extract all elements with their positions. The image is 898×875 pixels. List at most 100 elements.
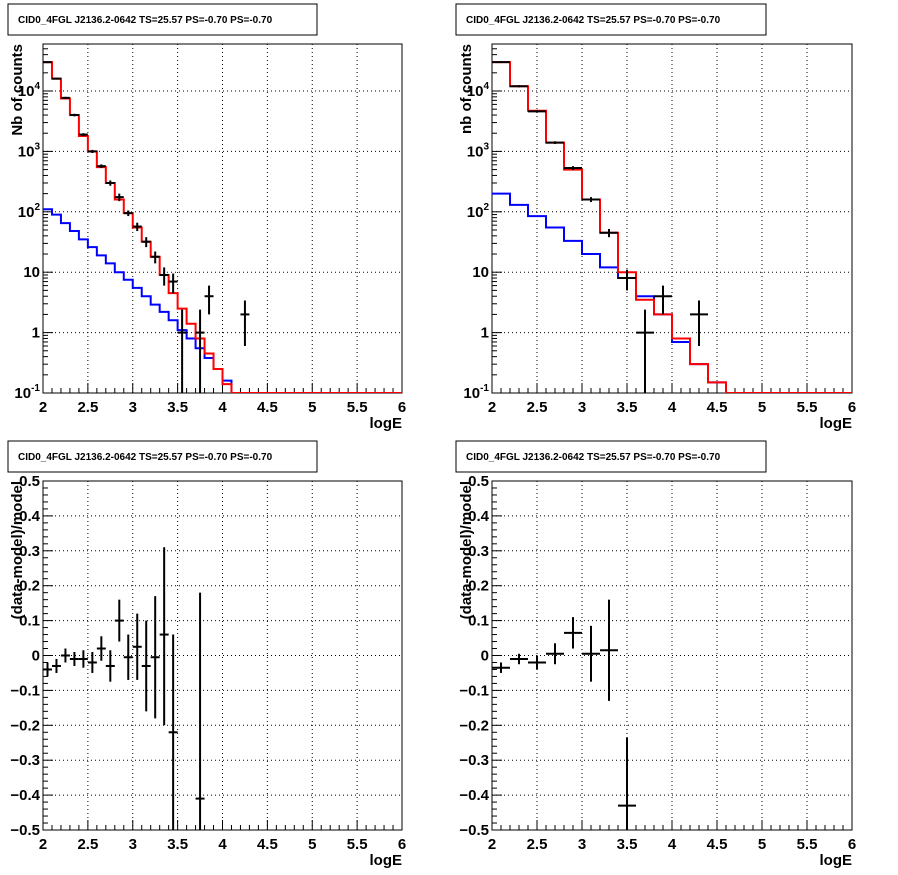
data-point — [150, 596, 160, 719]
x-tick-label: 2.5 — [77, 836, 98, 853]
x-tick-label: 6 — [848, 399, 856, 416]
x-tick-label: 4 — [668, 836, 677, 853]
y-tick-label: 0.5 — [468, 473, 489, 490]
y-tick-label: 10-1 — [14, 383, 40, 402]
x-axis-label: logE — [820, 415, 853, 432]
data-point — [204, 285, 214, 315]
data-point — [636, 309, 654, 393]
data-point — [510, 653, 528, 665]
y-tick-label: −0.5 — [10, 822, 40, 839]
x-tick-label: 6 — [398, 399, 406, 416]
y-tick-label: 104 — [18, 81, 41, 100]
y-tick-label: 1 — [481, 325, 489, 342]
y-tick-label: −0.1 — [10, 682, 40, 699]
data-point — [51, 77, 61, 80]
x-tick-label: 3 — [129, 836, 137, 853]
data-point — [600, 228, 618, 238]
data-point — [528, 655, 546, 670]
y-tick-label: 0.5 — [19, 473, 40, 490]
data-point — [141, 620, 151, 712]
plot-area — [43, 547, 205, 830]
y-tick-label: 0.4 — [468, 508, 490, 525]
chart-title-box — [7, 440, 318, 473]
y-tick-label: −0.3 — [459, 752, 489, 769]
data-point — [492, 662, 510, 673]
x-tick-label: 6 — [848, 836, 856, 853]
y-tick-label: −0.4 — [10, 787, 40, 804]
x-tick-label: 5 — [758, 399, 766, 416]
data-point — [564, 166, 582, 171]
data-point — [150, 251, 160, 264]
data-point — [60, 648, 70, 663]
chart-panel-3: CID0_4FGL J2136.2-0642 TS=25.57 PS=-0.70… — [7, 440, 406, 869]
y-tick-label: −0.2 — [459, 717, 489, 734]
x-tick-label: 3 — [129, 399, 137, 416]
data-point — [168, 634, 178, 830]
chart-title: CID0_4FGL J2136.2-0642 TS=25.57 PS=-0.70… — [466, 452, 721, 463]
data-point — [105, 650, 115, 682]
x-tick-label: 5 — [308, 399, 316, 416]
data-point — [51, 658, 61, 673]
data-point — [123, 210, 133, 217]
data-point — [690, 300, 708, 346]
x-tick-label: 4.5 — [257, 399, 278, 416]
x-tick-label: 4 — [218, 836, 227, 853]
x-tick-label: 3.5 — [617, 836, 638, 853]
chart-title-box — [7, 3, 318, 36]
x-tick-label: 2.5 — [527, 399, 548, 416]
data-point — [546, 643, 564, 665]
y-axis-label: nb of counts — [458, 44, 475, 134]
data-point — [168, 273, 178, 294]
y-tick-label: 0.3 — [468, 543, 489, 560]
x-tick-label: 3 — [578, 399, 586, 416]
y-tick-label: 104 — [467, 81, 490, 100]
y-tick-label: −0.5 — [459, 822, 489, 839]
x-tick-label: 4.5 — [707, 399, 728, 416]
y-tick-label: 0.2 — [19, 578, 40, 595]
y-tick-label: −0.1 — [459, 682, 489, 699]
data-point — [69, 113, 79, 117]
data-point — [114, 599, 124, 642]
y-tick-label: 103 — [467, 141, 490, 160]
x-tick-label: 5.5 — [797, 836, 818, 853]
y-tick-label: 0.1 — [468, 613, 489, 630]
x-tick-label: 6 — [398, 836, 406, 853]
y-tick-label: 10 — [23, 264, 40, 281]
data-point — [132, 613, 142, 680]
data-point — [240, 300, 250, 346]
x-tick-label: 2 — [488, 399, 496, 416]
plot-area — [492, 61, 852, 393]
data-point — [492, 61, 510, 64]
y-tick-label: 0.4 — [19, 508, 41, 525]
y-axis-label: (data-model)/model — [458, 481, 475, 619]
chart-panel-2: CID0_4FGL J2136.2-0642 TS=25.57 PS=-0.70… — [455, 3, 856, 432]
y-tick-label: 102 — [467, 202, 490, 221]
y-axis-label: (data-model)/model — [9, 481, 26, 619]
total-model-histogram — [492, 61, 852, 393]
y-tick-label: 102 — [18, 202, 41, 221]
data-point — [546, 141, 564, 144]
x-axis-label: logE — [820, 852, 853, 869]
chart-title: CID0_4FGL J2136.2-0642 TS=25.57 PS=-0.70… — [18, 452, 273, 463]
chart-title: CID0_4FGL J2136.2-0642 TS=25.57 PS=-0.70… — [18, 15, 273, 26]
y-tick-label: 0.1 — [19, 613, 40, 630]
x-tick-label: 3.5 — [617, 399, 638, 416]
data-point — [141, 237, 151, 248]
x-tick-label: 4.5 — [257, 836, 278, 853]
data-point — [78, 133, 88, 136]
data-point — [114, 193, 124, 202]
x-tick-label: 5.5 — [347, 399, 368, 416]
x-axis-label: logE — [370, 415, 403, 432]
x-axis-label: logE — [370, 852, 403, 869]
data-point — [87, 652, 97, 673]
data-point — [159, 267, 169, 286]
x-tick-label: 2 — [39, 399, 47, 416]
x-tick-label: 3 — [578, 836, 586, 853]
x-tick-label: 3.5 — [167, 836, 188, 853]
data-point — [195, 592, 205, 830]
y-tick-label: −0.3 — [10, 752, 40, 769]
source-model-histogram — [492, 192, 852, 393]
data-point — [618, 737, 636, 830]
total-model-histogram — [43, 61, 402, 393]
